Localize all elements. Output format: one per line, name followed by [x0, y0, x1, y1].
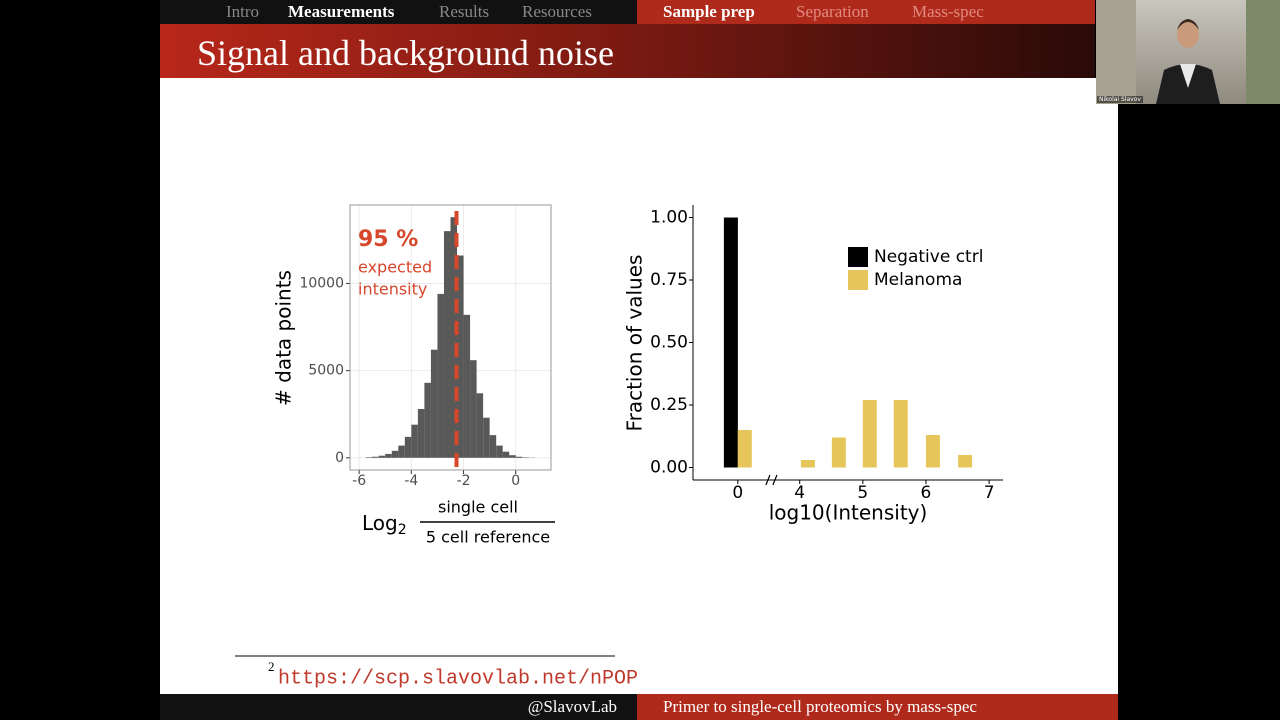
histogram-bar: [437, 293, 444, 458]
x-tick-label: 7: [984, 483, 995, 503]
footnote-url: https://scp.slavovlab.net/nPOP: [278, 667, 638, 690]
bar: [831, 437, 846, 468]
background: [1096, 0, 1136, 104]
histogram-bar: [430, 349, 438, 458]
panel-border: [349, 204, 552, 471]
histogram-bar: [450, 217, 458, 458]
shirt: [1180, 64, 1196, 88]
nav-item[interactable]: Sample prep: [663, 2, 755, 21]
legend-label: Negative ctrl: [874, 247, 983, 267]
y-tick-label: 0: [335, 450, 344, 466]
slide-title: Signal and background noise: [197, 33, 614, 73]
y-tick-label: 0.25: [650, 395, 688, 415]
histogram-bar: [463, 314, 471, 458]
y-tick-label: 0.00: [650, 458, 688, 478]
x-tick-label: 4: [794, 483, 805, 503]
footnote-number: 2: [268, 659, 275, 674]
histogram-bar: [502, 451, 510, 458]
nav-item[interactable]: Results: [439, 2, 490, 21]
bar: [893, 400, 908, 468]
y-tick-label: 0.50: [650, 333, 688, 353]
legend-swatch: [848, 247, 868, 267]
footer-title: Primer to single-cell proteomics by mass…: [663, 697, 977, 716]
histogram-bar: [470, 360, 477, 458]
annotation: expected: [358, 258, 432, 277]
histogram-bar: [476, 393, 484, 458]
x-axis-label: log10(Intensity): [769, 501, 928, 525]
histogram-bar: [496, 445, 503, 458]
nav-bar-left: Intro Measurements Results Resources: [160, 0, 637, 24]
histogram-bar: [385, 453, 392, 458]
legend-swatch: [848, 270, 868, 290]
y-axis-label: # data points: [272, 270, 296, 406]
plant: [1246, 0, 1280, 104]
histogram-bar: [411, 424, 418, 458]
charts: 2 https://scp.slavovlab.net/nPOP 0 5000 10…: [235, 204, 1003, 690]
x-axis-label: Log2: [362, 511, 407, 539]
x-tick-label: -4: [404, 473, 418, 489]
histogram-bar: [365, 457, 373, 458]
x-tick-label: 0: [511, 473, 520, 489]
nav-item[interactable]: Mass-spec: [912, 2, 984, 21]
footer-right: Primer to single-cell proteomics by mass…: [637, 694, 1118, 720]
webcam: Nikolai Slavov: [1096, 0, 1280, 104]
bar: [800, 460, 815, 468]
y-tick-label: 1.00: [650, 208, 688, 228]
nav-item[interactable]: Resources: [522, 2, 592, 21]
x-label-numerator: single cell: [438, 498, 518, 517]
footer-left: @SlavovLab: [160, 694, 637, 720]
y-tick-label: 5000: [308, 363, 344, 379]
webcam-image: [1096, 0, 1280, 104]
bar: [958, 455, 973, 468]
y-axis-label: Fraction of values: [623, 255, 647, 432]
legend-label: Melanoma: [874, 270, 962, 290]
x-label-subscript: 2: [398, 522, 407, 538]
y-tick-label: 10000: [299, 275, 344, 291]
histogram-bar: [443, 231, 451, 458]
y-tick-label: 0.75: [650, 270, 688, 290]
bar: [925, 435, 940, 468]
x-tick-label: -2: [457, 473, 471, 489]
histogram-bar: [378, 455, 386, 458]
histogram-bar: [417, 408, 425, 458]
histogram-bar: [457, 255, 464, 458]
nav-item[interactable]: Intro: [226, 2, 260, 21]
histogram-bar: [404, 436, 412, 458]
x-label-prefix: Log: [362, 511, 398, 535]
title-bar: Signal and background noise: [160, 24, 1095, 78]
x-tick-label: 0: [732, 483, 743, 503]
histogram-bar: [509, 455, 516, 458]
nav-item[interactable]: Measurements: [288, 2, 395, 21]
x-label-denominator: 5 cell reference: [426, 528, 550, 547]
bar: [723, 217, 738, 468]
annotation: 95 %: [358, 227, 418, 252]
bar: [737, 430, 752, 468]
histogram-bar: [424, 382, 431, 458]
x-tick-label: 5: [857, 483, 868, 503]
histogram-bar: [515, 456, 523, 458]
histogram-bar: [372, 456, 379, 458]
slide: [160, 78, 1118, 694]
nav-item[interactable]: Separation: [796, 2, 869, 21]
x-tick-label: 6: [921, 483, 932, 503]
head: [1177, 20, 1199, 48]
axis-break: [765, 474, 778, 486]
footer-handle: @SlavovLab: [527, 697, 617, 716]
histogram-bar: [489, 435, 497, 458]
histogram-bar: [398, 445, 405, 458]
hair: [1177, 19, 1199, 30]
x-tick-label: -6: [352, 473, 366, 489]
histogram-bar: [483, 417, 490, 458]
histogram-bar: [391, 450, 399, 458]
bar: [862, 400, 877, 468]
annotation: intensity: [358, 280, 427, 299]
nav-bar-right: Sample prep Separation Mass-spec: [637, 0, 1095, 24]
participant-name: Nikolai Slavov: [1097, 96, 1143, 103]
